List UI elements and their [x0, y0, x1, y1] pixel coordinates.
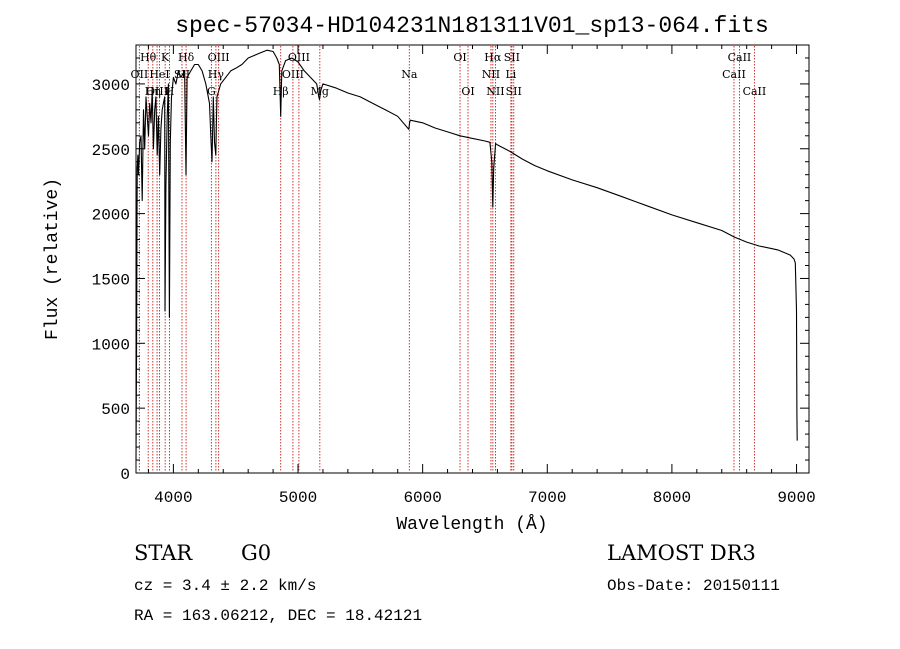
survey-name: LAMOST DR3 — [607, 541, 756, 565]
spectral-line-label: K — [161, 51, 170, 64]
y-tick-label: 1500 — [92, 271, 130, 289]
spectral-line-label: Na — [401, 68, 418, 81]
spectral-line-label: CaII — [722, 68, 746, 81]
spectral-line-label: Hγ — [208, 68, 225, 81]
spectral-line-label: CaII — [728, 51, 752, 64]
chart-title: spec-57034-HD104231N181311V01_sp13-064.f… — [175, 13, 769, 39]
y-axis: 0 500 1000 1500 2000 2500 3000 — [92, 57, 809, 484]
coordinates-text: RA = 163.06212, DEC = 18.42121 — [134, 607, 422, 625]
y-tick-label: 0 — [120, 466, 130, 484]
spectral-line-label: SII — [506, 85, 522, 98]
x-tick-label: 6000 — [403, 489, 441, 507]
y-axis-label: Flux (relative) — [43, 178, 63, 340]
y-tick-label: 2500 — [92, 142, 130, 160]
spectral-line-label: Hα — [484, 51, 502, 64]
spectral-line-label: HeI — [149, 68, 169, 81]
spectral-line-label: OIII — [282, 68, 304, 81]
spectral-line-label: OIII — [288, 51, 310, 64]
spectral-line-label: H — [165, 85, 175, 98]
x-axis-label: Wavelength (Å) — [396, 514, 547, 535]
spectral-line-label: Hη — [145, 85, 161, 98]
y-tick-label: 500 — [101, 401, 130, 419]
plot-frame — [135, 44, 810, 474]
spectrum-line — [135, 49, 798, 461]
spectral-line-label: NII — [482, 68, 500, 81]
x-tick-label: 8000 — [653, 489, 691, 507]
spectral-line-markers — [138, 46, 755, 472]
spectral-line-label: OIII — [208, 51, 230, 64]
object-type: STAR — [134, 541, 193, 565]
spectral-line-label: OII — [131, 68, 149, 81]
spectral-line-label: Mg — [311, 85, 329, 98]
x-tick-label: 7000 — [528, 489, 566, 507]
spectral-line-label: Li — [505, 68, 516, 81]
spectral-line-label: OI — [461, 85, 474, 98]
spectral-subclass: G0 — [241, 541, 271, 565]
spectral-line-label: Hδ — [178, 51, 195, 64]
redshift-text: cz = 3.4 ± 2.2 km/s — [134, 577, 316, 595]
spectral-line-label: NII — [486, 85, 504, 98]
spectral-line-label: CaII — [743, 85, 767, 98]
observation-date: Obs-Date: 20150111 — [607, 577, 780, 595]
spectral-line-label: G — [207, 85, 216, 98]
spectral-line-label: Hθ — [140, 51, 157, 64]
spectrum-series — [135, 49, 798, 461]
y-tick-label: 3000 — [92, 77, 130, 95]
spectral-line-label: SII — [504, 51, 520, 64]
y-tick-label: 1000 — [92, 336, 130, 354]
y-tick-label: 2000 — [92, 207, 130, 225]
x-tick-label: 5000 — [279, 489, 317, 507]
x-tick-label: 9000 — [777, 489, 815, 507]
spectral-line-label: Hβ — [273, 85, 289, 98]
x-tick-label: 4000 — [154, 489, 192, 507]
spectral-line-label: OI — [453, 51, 466, 64]
x-axis: 4000 5000 6000 7000 8000 9000 — [147, 45, 816, 507]
